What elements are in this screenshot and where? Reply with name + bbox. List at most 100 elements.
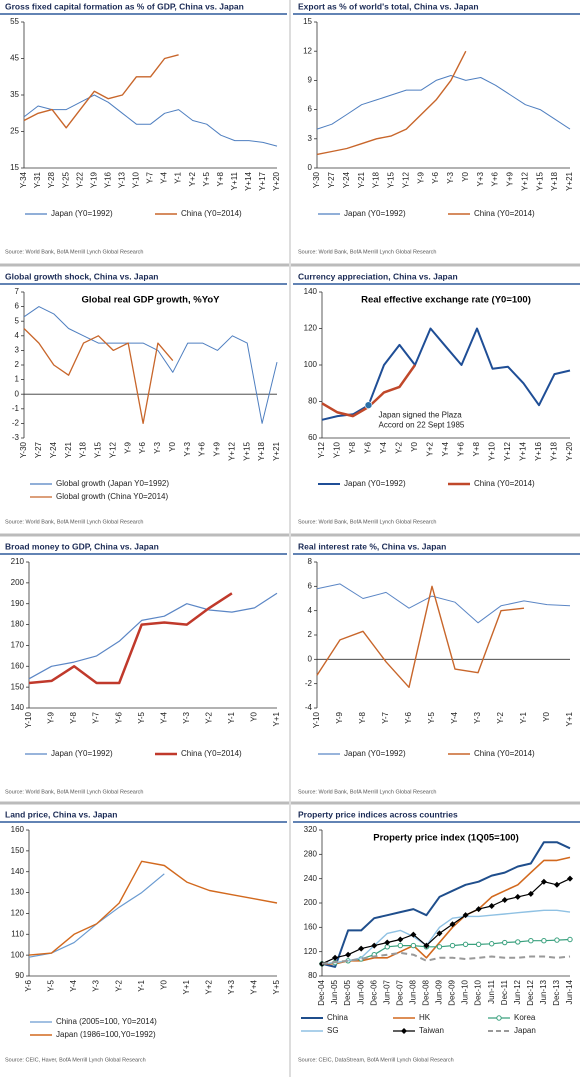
y-tick-label: 200: [304, 898, 318, 907]
legend-label: China: [327, 1013, 348, 1022]
y-tick-label: 130: [11, 888, 25, 897]
x-tick-label: Y-25: [61, 171, 70, 188]
x-tick-label: Y+2: [188, 171, 197, 186]
y-tick-label: 3: [308, 134, 313, 143]
chart-title: Real interest rate %, China vs. Japan: [298, 541, 446, 551]
x-tick-label: Y-22: [75, 171, 84, 188]
x-tick-label: Y-10: [333, 441, 342, 458]
x-tick-label: Y-27: [34, 441, 43, 458]
y-tick-label: 55: [10, 17, 19, 26]
series-marker: [410, 931, 417, 938]
x-tick-label: Jun-06: [356, 979, 365, 1004]
x-tick-label: Y-4: [159, 711, 168, 723]
series-marker: [436, 944, 443, 950]
y-tick-label: -3: [12, 433, 20, 442]
y-tick-label: -2: [305, 679, 313, 688]
source-note: Source: World Bank, BofA Merrill Lynch G…: [298, 249, 436, 255]
y-tick-label: 110: [11, 929, 24, 938]
x-tick-label: Y+15: [535, 171, 544, 190]
series-line: [28, 592, 233, 685]
series-marker: [358, 945, 365, 952]
x-tick-label: Y-10: [24, 711, 33, 728]
event-marker: [364, 401, 373, 409]
x-tick-label: Y-27: [327, 171, 336, 188]
x-tick-label: Jun-10: [461, 979, 470, 1004]
x-tick-label: Y+18: [257, 441, 266, 460]
series-marker: [449, 942, 456, 949]
series-marker: [436, 930, 443, 937]
series-marker: [410, 942, 417, 949]
x-tick-label: Y+1: [565, 711, 574, 726]
x-tick-label: Y-18: [372, 171, 381, 188]
x-tick-label: Y-12: [317, 441, 326, 458]
x-tick-label: Y+8: [472, 441, 481, 456]
legend-label: Japan (Y0=1992): [344, 749, 406, 758]
chart-panel: Broad money to GDP, China vs. Japan 140 15…: [0, 541, 287, 795]
y-tick-label: 160: [304, 922, 318, 931]
y-tick-label: 160: [11, 825, 25, 834]
x-tick-label: Dec-05: [343, 979, 352, 1005]
chart-panel: Real interest rate %, China vs. Japan -4 -…: [293, 541, 580, 795]
x-tick-label: Y-2: [204, 711, 213, 723]
x-tick-label: Y+14: [519, 441, 528, 460]
x-tick-label: Y+18: [550, 441, 559, 460]
y-tick-label: 80: [308, 397, 317, 406]
series-marker: [527, 890, 534, 897]
x-tick-label: Y-31: [33, 171, 42, 188]
y-tick-label: 8: [308, 557, 313, 566]
y-tick-label: 240: [304, 874, 318, 883]
legend-label: Global growth (China Y0=2014): [56, 492, 168, 501]
chart-title: Broad money to GDP, China vs. Japan: [5, 541, 159, 551]
series-marker: [528, 938, 534, 944]
x-tick-label: Y+12: [520, 171, 529, 190]
x-tick-label: Y-3: [153, 441, 162, 453]
x-tick-label: Y-3: [182, 711, 191, 723]
chart-panel: Global growth shock, China vs. Japan -3 -2…: [0, 271, 287, 525]
inner-title: Global real GDP growth, %YoY: [82, 295, 221, 306]
y-tick-label: 25: [10, 127, 19, 136]
x-tick-label: Y+16: [534, 441, 543, 460]
x-tick-label: Y-5: [427, 711, 436, 723]
x-tick-label: Y0: [542, 711, 551, 721]
x-tick-label: Y-34: [19, 171, 28, 188]
x-tick-label: Y+2: [204, 979, 213, 994]
series-marker: [397, 942, 404, 949]
series-marker: [501, 896, 508, 903]
x-tick-label: Y+9: [506, 171, 515, 186]
x-tick-label: Y-30: [19, 441, 28, 458]
x-tick-label: Y-7: [92, 711, 101, 723]
x-tick-label: Y-5: [47, 979, 56, 991]
series-marker: [462, 912, 469, 919]
x-tick-label: Dec-13: [552, 979, 561, 1005]
y-tick-label: 90: [15, 971, 24, 980]
y-tick-label: 7: [15, 287, 20, 296]
chart-panel: Currency appreciation, China vs. Japan 60…: [293, 271, 580, 525]
y-tick-label: 190: [11, 599, 25, 608]
series-line: [316, 75, 571, 130]
chart-panel: Gross fixed capital formation as % of GD…: [0, 1, 287, 255]
series-marker: [462, 941, 469, 948]
x-tick-label: Y-24: [342, 171, 351, 188]
chart-panel: Export as % of world's total, China vs. …: [293, 1, 580, 255]
y-tick-label: 120: [304, 947, 318, 956]
x-tick-label: Y-1: [137, 979, 146, 991]
x-tick-label: Dec-10: [474, 979, 483, 1005]
series-line: [321, 841, 571, 968]
series-marker: [475, 941, 482, 948]
x-tick-label: Y+6: [491, 171, 500, 186]
chart-panel: Property price indices across countries 8…: [293, 809, 580, 1063]
source-note: Source: World Bank, BofA Merrill Lynch G…: [5, 789, 143, 795]
legend-label: Japan (1986=100,Y0=1992): [56, 1030, 156, 1039]
x-tick-label: Y-15: [94, 441, 103, 458]
x-tick-label: Y+21: [272, 441, 281, 460]
legend-label: China (2005=100, Y0=2014): [56, 1017, 157, 1026]
x-tick-label: Y0: [159, 979, 168, 989]
inner-title: Property price index (1Q05=100): [373, 833, 518, 844]
x-tick-label: Y+6: [198, 441, 207, 456]
x-tick-label: Y-13: [117, 171, 126, 188]
x-tick-label: Dec-08: [422, 979, 431, 1005]
x-tick-label: Y-21: [64, 441, 73, 458]
x-tick-label: Y+11: [230, 171, 239, 190]
y-tick-label: 60: [308, 433, 317, 442]
y-tick-label: 5: [15, 316, 20, 325]
